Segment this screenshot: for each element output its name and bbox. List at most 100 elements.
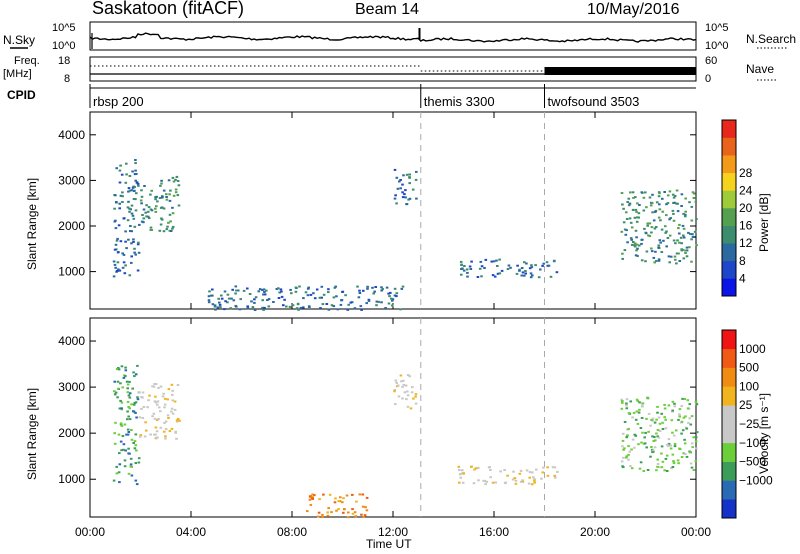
echo-cell [231, 288, 234, 291]
echo-cell [176, 417, 180, 420]
echo-cell [405, 173, 409, 176]
echo-cell [135, 192, 138, 195]
echo-cell [306, 294, 310, 297]
echo-cell [171, 389, 174, 392]
echo-cell [128, 418, 132, 421]
echo-cell [695, 403, 699, 406]
echo-cell [489, 469, 492, 471]
echo-cell [673, 255, 677, 258]
echo-cell [546, 474, 550, 477]
echo-cell [521, 480, 525, 483]
echo-cell [236, 289, 240, 292]
echo-cell [128, 274, 132, 277]
echo-cell [632, 241, 635, 243]
echo-cell [411, 386, 414, 389]
echo-cell [132, 238, 135, 241]
echo-cell [399, 187, 402, 190]
echo-cell [677, 462, 680, 465]
echo-cell [409, 407, 413, 410]
echo-cell [129, 457, 133, 460]
echo-cell [139, 199, 143, 202]
time-axis-label: Time UT [366, 537, 412, 551]
echo-cell [119, 164, 122, 167]
echo-cell [675, 189, 679, 192]
echo-cell [159, 410, 162, 413]
echo-cell [655, 201, 659, 204]
echo-cell [112, 275, 116, 278]
echo-cell [630, 448, 633, 451]
echo-cell [113, 390, 116, 393]
echo-cell [476, 276, 480, 278]
echo-cell [620, 460, 624, 463]
echo-cell [685, 246, 689, 249]
colorbar-tick: 20 [739, 201, 753, 215]
echo-cell [380, 301, 383, 304]
echo-cell [521, 479, 524, 482]
echo-cell [381, 288, 384, 291]
colorbar-frame [721, 329, 737, 519]
echo-cell [531, 274, 534, 277]
echo-cell [661, 421, 664, 424]
echo-cell [123, 272, 127, 275]
echo-cell [541, 471, 545, 474]
echo-cell [684, 415, 687, 418]
echo-cell [394, 379, 398, 382]
echo-cell [121, 195, 124, 198]
echo-cell [402, 174, 405, 177]
echo-cell [119, 382, 122, 385]
echo-cell [124, 181, 128, 184]
echo-cell [321, 513, 324, 516]
echo-cell [500, 269, 504, 272]
echo-cell [254, 296, 258, 299]
echo-cell [347, 303, 350, 306]
echo-cell [160, 179, 163, 182]
echo-cell [626, 201, 629, 203]
echo-cell [132, 217, 136, 220]
echo-cell [655, 432, 658, 435]
echo-cell [218, 303, 222, 306]
echo-cell [634, 229, 638, 232]
echo-cell [124, 369, 128, 372]
echo-cell [462, 269, 466, 272]
echo-cell [694, 436, 698, 439]
echo-cell [128, 407, 131, 410]
echo-cell [296, 302, 300, 305]
echo-cell [144, 421, 147, 424]
echo-cell [149, 433, 152, 436]
echo-cell [283, 298, 286, 301]
echo-cell [134, 411, 137, 414]
echo-cell [684, 215, 687, 218]
echo-cell [167, 221, 170, 224]
echo-cell [265, 289, 268, 292]
echo-cell [132, 198, 136, 200]
echo-cell [327, 291, 330, 294]
power-colorbar: 4 8 12 16 20 24 28 [721, 119, 753, 297]
xtick-label: 04:00 [176, 525, 206, 539]
echo-cell [130, 242, 133, 245]
echo-cell [134, 253, 137, 256]
echo-cell [401, 196, 405, 199]
echo-cell [695, 244, 698, 247]
echo-cell [482, 479, 485, 482]
echo-cell [533, 479, 536, 482]
beam-title: Beam 14 [355, 1, 419, 18]
echo-cell [656, 465, 659, 468]
echo-cell [676, 239, 679, 242]
echo-cell [684, 210, 687, 213]
echo-cell [684, 249, 687, 252]
echo-cell [638, 467, 642, 470]
echo-cell [330, 304, 334, 307]
echo-cell [134, 209, 138, 212]
echo-cell [385, 286, 389, 289]
echo-cell [246, 307, 250, 310]
echo-cell [377, 300, 380, 303]
echo-cell [326, 514, 330, 517]
echo-cell [325, 303, 329, 305]
echo-cell [666, 237, 670, 239]
echo-cell [152, 412, 156, 415]
echo-cell [126, 410, 129, 413]
colorbar-frame [721, 119, 737, 297]
echo-cell [531, 483, 534, 486]
echo-cell [624, 233, 628, 236]
echo-cell [321, 303, 325, 306]
